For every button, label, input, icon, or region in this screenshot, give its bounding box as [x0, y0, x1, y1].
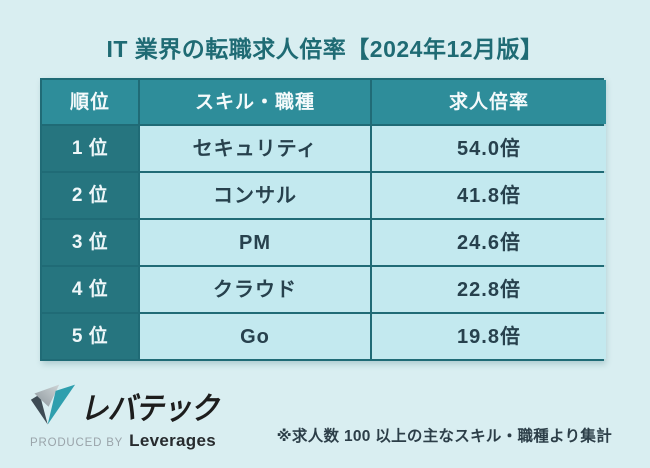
brand-logo-block: レバテック PRODUCED BY Leverages: [30, 382, 260, 451]
produced-by-label: PRODUCED BY: [30, 437, 124, 449]
ratio-cell-4: 22.8倍: [372, 267, 606, 312]
column-header-skill: スキル・職種: [140, 80, 370, 124]
skill-cell-3: PM: [140, 220, 370, 265]
levtech-check-icon: [30, 382, 76, 428]
ratio-cell-5: 19.8倍: [372, 314, 606, 359]
rank-cell-3: 3 位: [42, 220, 138, 265]
rank-cell-1: 1 位: [42, 126, 138, 171]
source-footnote: ※求人数 100 以上の主なスキル・職種より集計: [276, 428, 612, 445]
ratio-cell-1: 54.0倍: [372, 126, 606, 171]
ratio-cell-2: 41.8倍: [372, 173, 606, 218]
skill-cell-5: Go: [140, 314, 370, 359]
skill-cell-1: セキュリティ: [140, 126, 370, 171]
logo-wordmark: レバテック: [80, 390, 219, 426]
rank-cell-2: 2 位: [42, 173, 138, 218]
column-header-ratio: 求人倍率: [372, 80, 606, 124]
column-header-rank: 順位: [42, 80, 138, 124]
rank-cell-4: 4 位: [42, 267, 138, 312]
skill-cell-2: コンサル: [140, 173, 370, 218]
rank-cell-5: 5 位: [42, 314, 138, 359]
company-name: Leverages: [129, 431, 216, 450]
skill-cell-4: クラウド: [140, 267, 370, 312]
page-title: IT 業界の転職求人倍率【2024年12月版】: [106, 36, 544, 62]
ranking-table: 順位 スキル・職種 求人倍率 1 位 セキュリティ 54.0倍 2 位 コンサル…: [40, 78, 606, 361]
ratio-cell-3: 24.6倍: [372, 220, 606, 265]
